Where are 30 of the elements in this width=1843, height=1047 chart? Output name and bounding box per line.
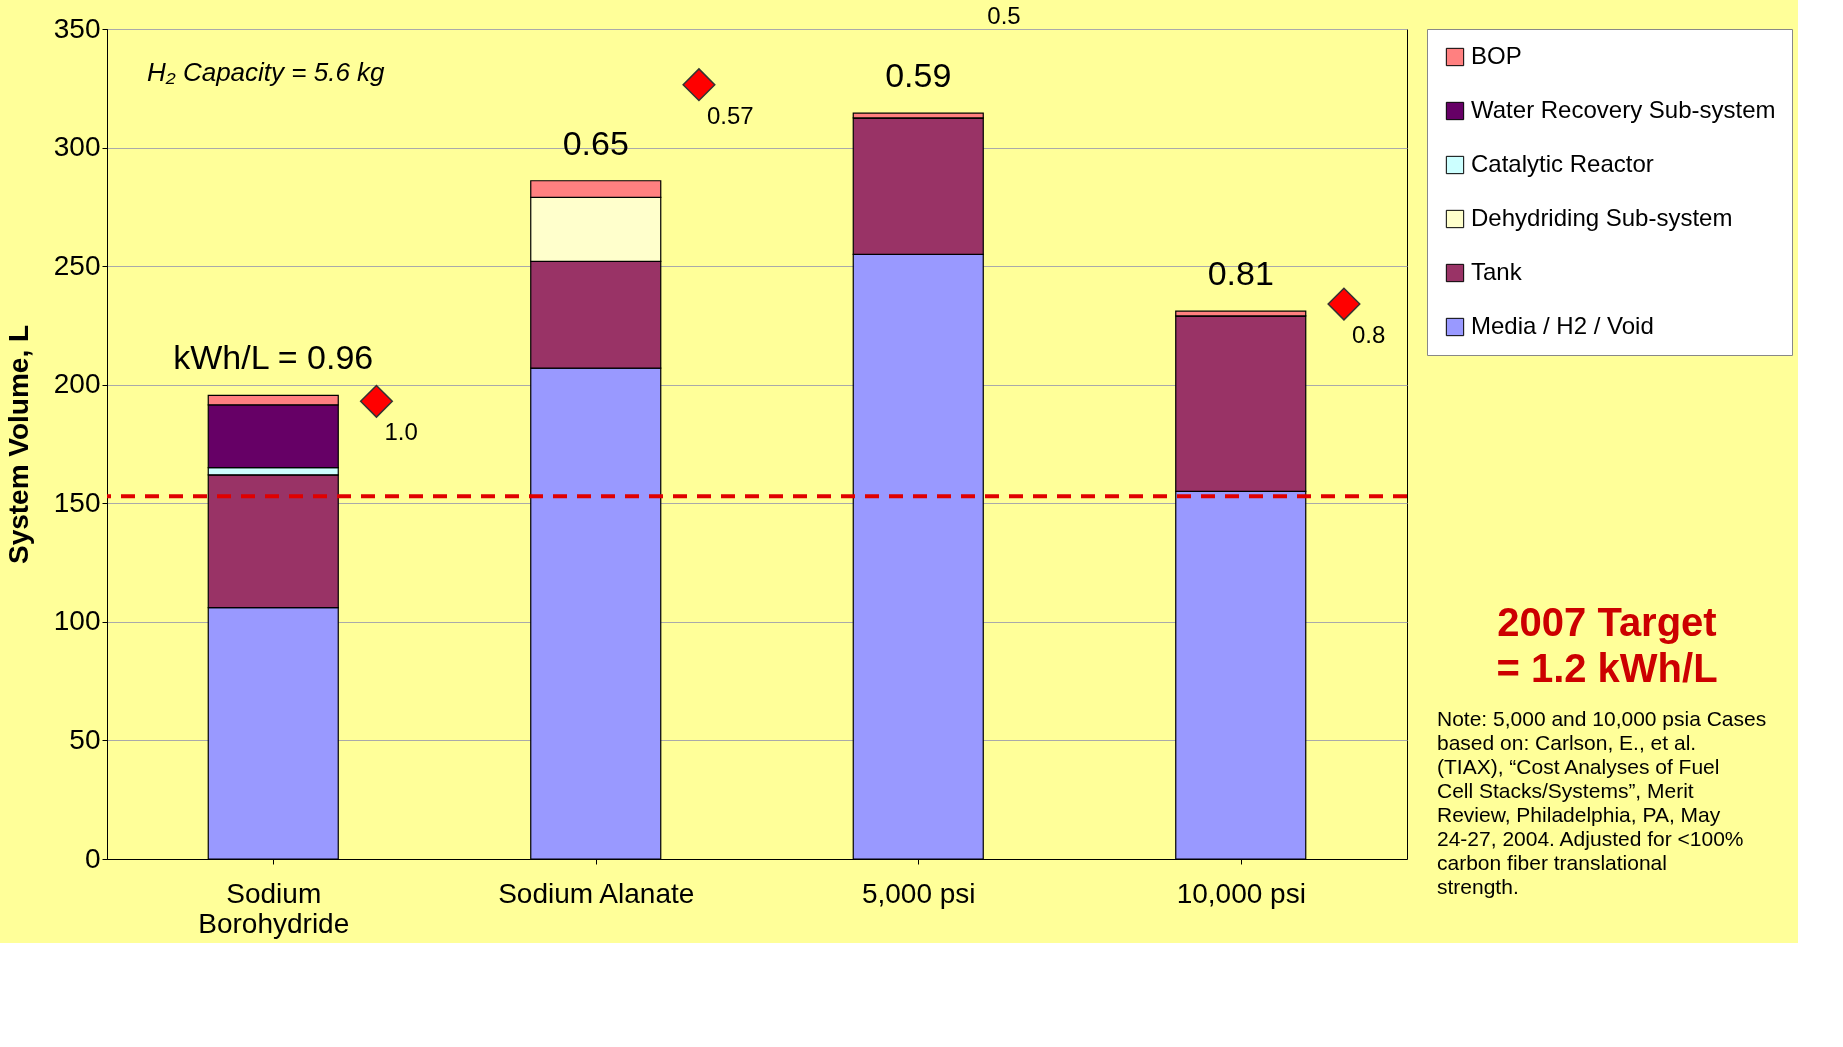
y-tick-label: 300: [53, 131, 101, 163]
legend-label: Catalytic Reactor: [1471, 150, 1654, 177]
annotation: 0.65: [562, 123, 629, 162]
y-tick-label: 250: [53, 249, 101, 281]
legend-label: Tank: [1471, 258, 1523, 285]
y-tick-label: 50: [69, 723, 101, 755]
x-tick-label: Sodium Borohydride: [198, 877, 350, 939]
y-tick-label: 200: [53, 368, 101, 400]
y-tick-label: 100: [53, 605, 101, 637]
x-tick-label: 5,000 psi: [861, 877, 976, 909]
y-tick-label: 150: [53, 486, 101, 518]
annotation: 1.0: [384, 418, 418, 446]
legend-label: Media / H2 / Void: [1471, 312, 1654, 339]
y-axis-title: System Volume, L: [2, 324, 34, 565]
annotation: kWh/L = 0.96: [173, 338, 374, 377]
y-tick-label: 0: [84, 842, 101, 874]
legend-label: Dehydriding Sub-system: [1471, 204, 1733, 231]
annotation: H₂ Capacity = 5.6 kg: [147, 57, 386, 87]
annotation: 0.59: [885, 56, 952, 95]
annotation: 0.8: [1351, 321, 1386, 349]
text: Note: 5,000 and 10,000 psia Cases based on: Carlson, E., et al. (TIAX), “Cost Analyses of Fuel Cell Stacks/Systems”, Merit Review, Philadelphia, PA, May 24-27, 2004. Adjusted for <100% carbon fiber translational strength.: [1437, 707, 1767, 898]
text: 2007 Target = 1.2 kWh/L: [1496, 600, 1718, 690]
legend-label: Water Recovery Sub-system: [1471, 96, 1776, 123]
x-tick-label: 10,000 psi: [1176, 877, 1306, 909]
annotation: 0.57: [706, 101, 754, 129]
legend-label: BOP: [1471, 42, 1522, 69]
annotation: 0.81: [1207, 254, 1274, 293]
x-tick-label: Sodium Alanate: [498, 877, 695, 909]
text: 0.5: [987, 2, 1021, 29]
y-tick-label: 350: [53, 12, 101, 44]
